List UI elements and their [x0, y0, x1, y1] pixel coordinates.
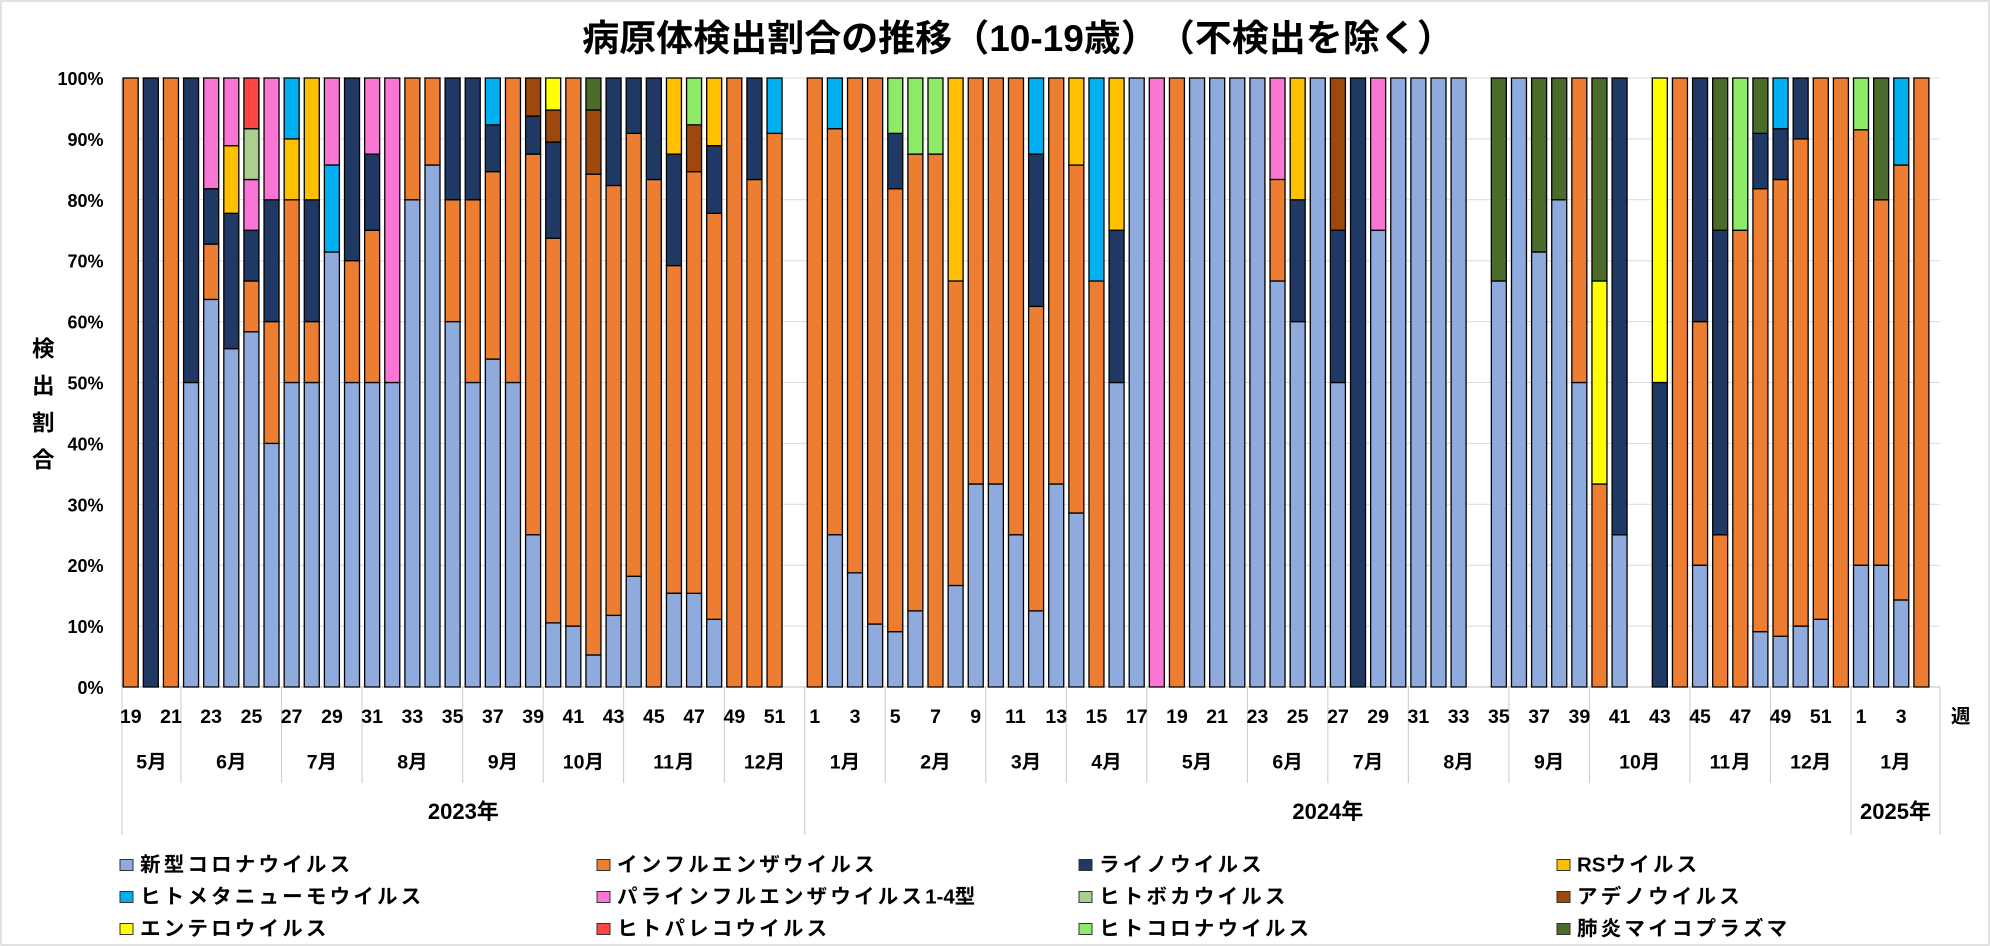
svg-text:3: 3: [1896, 706, 1907, 728]
svg-text:21: 21: [160, 706, 182, 728]
svg-text:10: 10: [1619, 752, 1641, 774]
svg-text:50%: 50%: [68, 374, 104, 394]
svg-text:2023: 2023: [428, 799, 477, 824]
svg-text:1: 1: [809, 706, 820, 728]
svg-text:49: 49: [1770, 706, 1792, 728]
svg-text:4: 4: [1091, 752, 1102, 774]
svg-text:5: 5: [890, 706, 901, 728]
svg-text:10: 10: [563, 752, 585, 774]
svg-text:9: 9: [1534, 752, 1545, 774]
svg-text:60%: 60%: [68, 313, 104, 333]
svg-text:12: 12: [1790, 752, 1812, 774]
svg-text:41: 41: [563, 706, 585, 728]
svg-text:49: 49: [724, 706, 746, 728]
svg-text:19: 19: [120, 706, 142, 728]
svg-text:2024: 2024: [1292, 799, 1342, 824]
svg-text:23: 23: [200, 706, 222, 728]
svg-text:33: 33: [1448, 706, 1470, 728]
svg-text:9: 9: [970, 706, 981, 728]
svg-text:25: 25: [1287, 706, 1309, 728]
svg-text:29: 29: [1367, 706, 1389, 728]
svg-text:9: 9: [488, 752, 499, 774]
svg-text:6: 6: [216, 752, 227, 774]
svg-text:23: 23: [1247, 706, 1269, 728]
svg-text:0%: 0%: [78, 678, 104, 698]
svg-text:20%: 20%: [68, 556, 104, 576]
svg-text:37: 37: [1528, 706, 1550, 728]
svg-text:10-19: 10-19: [989, 18, 1084, 59]
svg-text:10%: 10%: [68, 617, 104, 637]
svg-text:19: 19: [1166, 706, 1188, 728]
svg-text:21: 21: [1206, 706, 1228, 728]
svg-text:1: 1: [1856, 706, 1867, 728]
svg-text:1: 1: [1880, 752, 1891, 774]
svg-text:12: 12: [744, 752, 766, 774]
svg-text:5: 5: [136, 752, 147, 774]
svg-text:2: 2: [920, 752, 931, 774]
svg-text:7: 7: [307, 752, 318, 774]
svg-text:90%: 90%: [68, 130, 104, 150]
svg-text:11: 11: [1710, 752, 1731, 774]
svg-text:39: 39: [522, 706, 544, 728]
svg-text:15: 15: [1086, 706, 1108, 728]
svg-text:11: 11: [1005, 706, 1026, 728]
svg-text:3: 3: [850, 706, 861, 728]
svg-text:3: 3: [1011, 752, 1022, 774]
svg-text:25: 25: [241, 706, 263, 728]
svg-text:33: 33: [402, 706, 424, 728]
svg-text:51: 51: [1810, 706, 1832, 728]
svg-text:45: 45: [643, 706, 665, 728]
svg-text:43: 43: [1649, 706, 1671, 728]
svg-text:5: 5: [1182, 752, 1193, 774]
svg-text:8: 8: [397, 752, 408, 774]
svg-text:47: 47: [683, 706, 705, 728]
svg-text:7: 7: [1353, 752, 1364, 774]
svg-text:RS: RS: [1577, 854, 1605, 877]
svg-text:2025: 2025: [1860, 799, 1909, 824]
svg-text:6: 6: [1272, 752, 1283, 774]
svg-text:27: 27: [1327, 706, 1349, 728]
svg-text:43: 43: [603, 706, 625, 728]
svg-text:37: 37: [482, 706, 504, 728]
svg-text:70%: 70%: [68, 252, 104, 272]
svg-text:27: 27: [281, 706, 303, 728]
svg-text:45: 45: [1689, 706, 1711, 728]
svg-text:35: 35: [442, 706, 464, 728]
svg-text:7: 7: [930, 706, 941, 728]
svg-text:1-4: 1-4: [925, 886, 955, 909]
svg-text:51: 51: [764, 706, 786, 728]
svg-text:17: 17: [1126, 706, 1148, 728]
svg-text:47: 47: [1730, 706, 1752, 728]
svg-text:35: 35: [1488, 706, 1510, 728]
svg-text:30%: 30%: [68, 495, 104, 515]
svg-text:11: 11: [653, 752, 674, 774]
svg-text:39: 39: [1569, 706, 1591, 728]
svg-text:1: 1: [830, 752, 841, 774]
svg-text:40%: 40%: [68, 434, 104, 454]
svg-text:31: 31: [1408, 706, 1430, 728]
svg-text:100%: 100%: [58, 69, 104, 89]
svg-text:41: 41: [1609, 706, 1631, 728]
svg-text:13: 13: [1045, 706, 1067, 728]
svg-text:80%: 80%: [68, 191, 104, 211]
svg-text:31: 31: [361, 706, 383, 728]
svg-text:8: 8: [1443, 752, 1454, 774]
svg-text:29: 29: [321, 706, 343, 728]
